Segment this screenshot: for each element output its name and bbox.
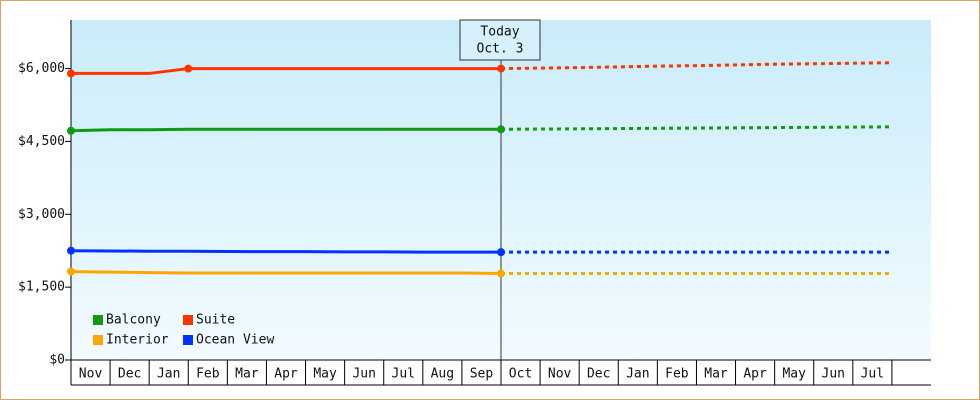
x-tick-label: May [313,367,337,382]
legend-label: Suite [196,313,235,328]
y-tick-label: $0 [49,353,65,368]
price-point [67,126,75,135]
today-box [459,19,541,61]
x-tick-label: Dec [587,367,610,382]
x-tick-label: Feb [196,367,220,382]
price-line [71,67,501,75]
x-tick-label: Jan [626,367,649,382]
x-tick-label: Nov [79,367,103,382]
x-tick-label: Apr [743,367,767,382]
price-line [70,249,501,254]
today-label: Today [480,25,519,40]
legend-swatch [183,335,193,345]
today-label: Oct. 3 [477,42,524,57]
x-tick-label: Mar [235,367,259,382]
x-tick-label: Sep [470,367,494,382]
price-point [497,64,505,73]
legend-label: Interior [106,333,169,348]
x-tick-label: Jul [861,367,884,382]
x-tick-label: Jun [822,367,845,382]
projection-line [500,125,892,131]
price-line [70,127,501,133]
x-tick-label: Jun [352,367,375,382]
x-tick-label: Jul [392,367,415,382]
x-tick-label: Jan [157,367,180,382]
legend-label: Balcony [106,313,161,328]
legend-swatch [93,335,103,345]
price-line [70,270,502,276]
y-tick-label: $3,000 [18,207,65,222]
x-tick-label: Dec [118,367,141,382]
legend-swatch [183,315,193,325]
x-tick-label: Apr [274,367,298,382]
x-tick-label: Feb [665,367,689,382]
y-tick-label: $4,500 [18,134,65,149]
price-point [67,69,75,78]
x-tick-label: May [782,367,806,382]
projection-line [500,61,892,71]
y-tick-label: $1,500 [18,280,65,295]
x-tick-label: Mar [704,367,728,382]
price-point [497,125,505,134]
x-tick-label: Aug [431,367,454,382]
x-tick-label: Nov [548,367,572,382]
price-point [184,64,193,73]
price-point [67,267,75,276]
y-tick-label: $6,000 [18,61,65,76]
price-point [497,269,505,278]
legend-label: Ocean View [196,333,274,348]
legend-swatch [93,315,103,325]
price-point [67,246,75,255]
x-tick-label: Oct [509,367,532,382]
price-point [497,248,505,257]
